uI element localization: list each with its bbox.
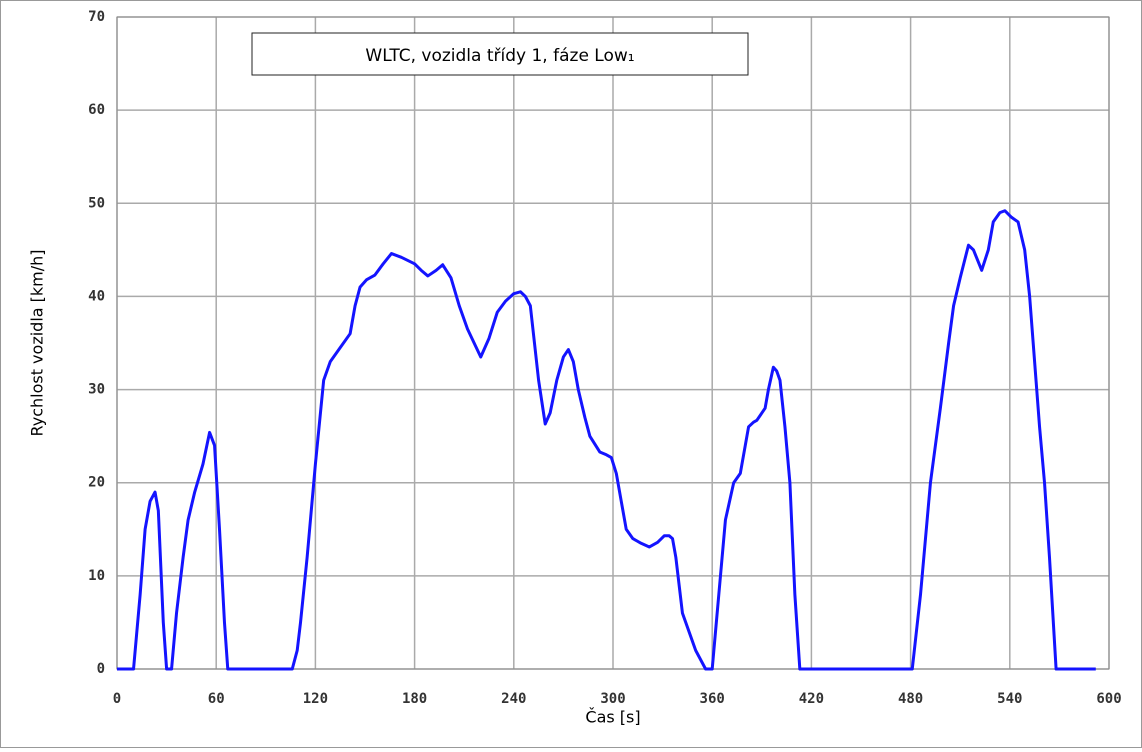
x-tick-label: 60 [208,691,225,707]
y-tick-label: 30 [88,382,105,398]
chart-title: WLTC, vozidla třídy 1, fáze Low₁ [365,46,634,66]
y-tick-label: 50 [88,195,105,211]
x-tick-label: 480 [898,691,923,707]
x-tick-label: 240 [501,691,526,707]
x-tick-label: 120 [303,691,328,707]
x-tick-label: 420 [799,691,824,707]
title-box [251,32,749,76]
y-tick-label: 40 [88,288,105,304]
x-tick-label: 540 [997,691,1022,707]
x-tick-label: 360 [700,691,725,707]
x-tick-label: 0 [113,691,121,707]
x-axis-label: Čas [s] [585,708,640,727]
y-tick-label: 60 [88,102,105,118]
x-tick-label: 600 [1096,691,1121,707]
y-tick-label: 0 [97,661,105,677]
data-line [117,209,1096,671]
plot-area [116,16,1110,670]
x-tick-label: 300 [600,691,625,707]
y-tick-label: 20 [88,475,105,491]
y-tick-label: 70 [88,9,105,25]
y-tick-label: 10 [88,568,105,584]
y-axis-label: Rychlost vozidla [km/h] [28,249,47,436]
x-tick-label: 180 [402,691,427,707]
